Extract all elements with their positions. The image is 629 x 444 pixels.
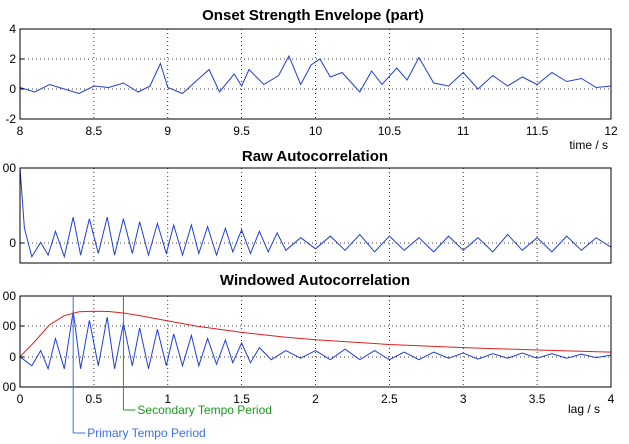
x-tick-label: 8 xyxy=(17,124,24,138)
y-tick-label: 00 xyxy=(3,161,17,175)
annotations: Primary Tempo Period Secondary Tempo Peri… xyxy=(72,296,272,440)
panel2-plot: 000 xyxy=(3,161,612,264)
axes-frame xyxy=(19,295,612,388)
x-tick-label: 12 xyxy=(604,124,618,138)
y-tick-label: 0 xyxy=(9,82,16,96)
secondary-tempo-label: Secondary Tempo Period xyxy=(137,403,272,417)
panel1-plot: -2 0 2 4 8 8.5 9 9.5 10 10.5 11 11.5 12 xyxy=(5,22,618,138)
x-tick-label: 2.5 xyxy=(381,392,398,406)
series-line xyxy=(19,167,612,259)
x-tick-label: 3 xyxy=(460,392,467,406)
x-tick-label: 8.5 xyxy=(86,124,103,138)
series-line xyxy=(19,311,612,371)
x-tick-label: 11.5 xyxy=(526,124,549,138)
panel2-title: Raw Autocorrelation xyxy=(242,148,388,165)
x-tick-label: 1 xyxy=(164,392,171,406)
x-tick-label: 1.5 xyxy=(233,392,250,406)
x-tick-label: 2 xyxy=(312,392,319,406)
y-tick-label: 00 xyxy=(3,289,17,303)
panel1-title: Onset Strength Envelope (part) xyxy=(202,7,424,24)
y-tick-label: -2 xyxy=(5,112,16,126)
x-tick-label: 11 xyxy=(457,124,470,138)
y-tick-label: 00 xyxy=(3,380,17,394)
axes-frame xyxy=(19,28,612,120)
x-tick-label: 4 xyxy=(608,392,615,406)
x-tick-label: 0.5 xyxy=(86,392,103,406)
panel1-xlabel: time / s xyxy=(569,138,608,152)
panel3-xlabel: lag / s xyxy=(568,402,600,416)
series-line xyxy=(19,54,612,95)
x-tick-label: 9.5 xyxy=(233,124,250,138)
x-tick-label: 10.5 xyxy=(378,124,402,138)
y-tick-label: 0 xyxy=(9,350,16,364)
y-tick-label: 00 xyxy=(3,319,17,333)
y-tick-label: 4 xyxy=(9,22,16,36)
x-tick-label: 3.5 xyxy=(529,392,546,406)
x-tick-label: 10 xyxy=(309,124,323,138)
series-line xyxy=(19,310,612,358)
axes-frame xyxy=(19,167,612,264)
x-tick-label: 0 xyxy=(17,392,24,406)
primary-tempo-label: Primary Tempo Period xyxy=(87,426,206,440)
y-tick-label: 0 xyxy=(9,236,16,250)
x-tick-label: 9 xyxy=(164,124,171,138)
y-tick-label: 2 xyxy=(9,52,16,66)
panel3-title: Windowed Autocorrelation xyxy=(220,272,410,289)
